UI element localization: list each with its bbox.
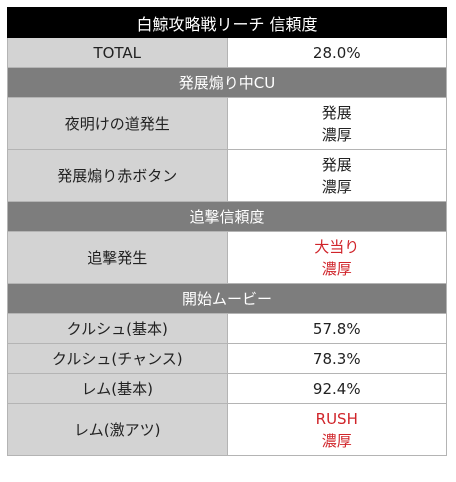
table-row: クルシュ(基本) 57.8%: [7, 313, 447, 344]
table-row: レム(基本) 92.4%: [7, 373, 447, 404]
value-line: 濃厚: [321, 259, 352, 278]
value-line: 濃厚: [321, 177, 352, 196]
row-value-red-button: 発展 濃厚: [226, 149, 447, 202]
row-value-crusch-chance: 78.3%: [226, 343, 447, 374]
row-label-rem-basic: レム(基本): [7, 373, 228, 404]
total-row: TOTAL 28.0%: [7, 37, 447, 68]
row-value-crusch-basic: 57.8%: [226, 313, 447, 344]
row-value-dawn-road: 発展 濃厚: [226, 97, 447, 150]
value-line: RUSH: [315, 409, 358, 428]
row-value-rem-basic: 92.4%: [226, 373, 447, 404]
section-header-row: 追撃信頼度: [7, 201, 447, 232]
row-label-dawn-road: 夜明けの道発生: [7, 97, 228, 150]
row-label-pursuit: 追撃発生: [7, 231, 228, 284]
section-header-movie: 開始ムービー: [7, 283, 447, 314]
table-row: 夜明けの道発生 発展 濃厚: [7, 97, 447, 150]
total-value: 28.0%: [226, 37, 447, 68]
table-row: レム(激アツ) RUSH 濃厚: [7, 403, 447, 456]
section-header-cu: 発展煽り中CU: [7, 67, 447, 98]
reliability-table: 白鯨攻略戦リーチ 信頼度 TOTAL 28.0% 発展煽り中CU 夜明けの道発生…: [7, 7, 447, 456]
row-value-pursuit: 大当り 濃厚: [226, 231, 447, 284]
table-row: 発展煽り赤ボタン 発展 濃厚: [7, 149, 447, 202]
row-label-crusch-basic: クルシュ(基本): [7, 313, 228, 344]
total-label: TOTAL: [7, 37, 228, 68]
value-line: 濃厚: [321, 125, 352, 144]
section-header-pursuit: 追撃信頼度: [7, 201, 447, 232]
value-line: 発展: [321, 103, 352, 122]
table-row: 追撃発生 大当り 濃厚: [7, 231, 447, 284]
table-row: クルシュ(チャンス) 78.3%: [7, 343, 447, 374]
row-label-crusch-chance: クルシュ(チャンス): [7, 343, 228, 374]
reliability-table-container: 白鯨攻略戦リーチ 信頼度 TOTAL 28.0% 発展煽り中CU 夜明けの道発生…: [7, 7, 447, 456]
row-label-rem-hot: レム(激アツ): [7, 403, 228, 456]
table-title: 白鯨攻略戦リーチ 信頼度: [7, 7, 447, 38]
value-line: 発展: [321, 155, 352, 174]
row-value-rem-hot: RUSH 濃厚: [226, 403, 447, 456]
row-label-red-button: 発展煽り赤ボタン: [7, 149, 228, 202]
section-header-row: 発展煽り中CU: [7, 67, 447, 98]
table-title-row: 白鯨攻略戦リーチ 信頼度: [7, 7, 447, 38]
value-line: 濃厚: [321, 431, 352, 450]
value-line: 大当り: [314, 237, 360, 256]
section-header-row: 開始ムービー: [7, 283, 447, 314]
